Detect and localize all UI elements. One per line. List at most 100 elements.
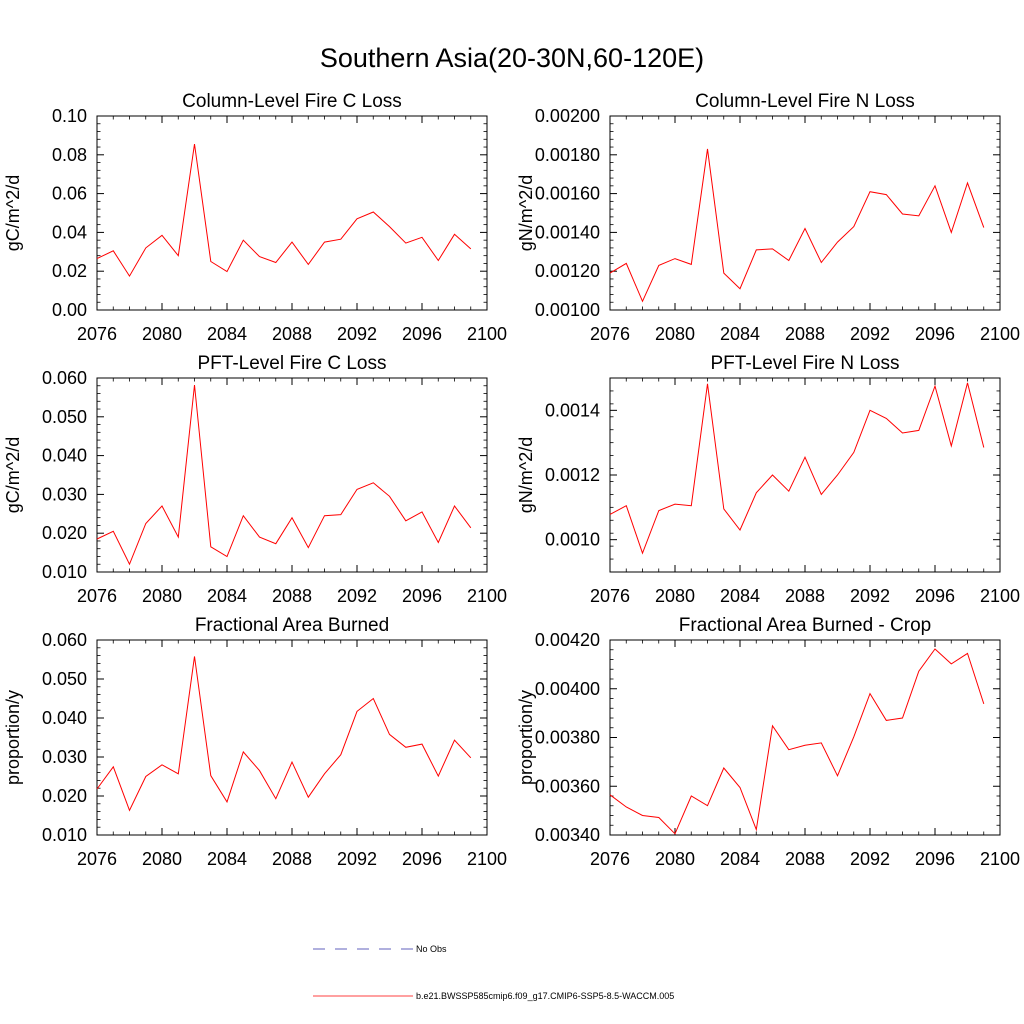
- chart-panel-6: Fractional Area Burned - Crop proportion/…: [516, 615, 1020, 869]
- x-tick-label: 2076: [77, 586, 117, 606]
- x-tick-label: 2076: [77, 324, 117, 344]
- legend: No Obs b.e21.BWSSP585cmip6.f09_g17.CMIP6…: [313, 944, 674, 1001]
- y-tick-label: 0.060: [42, 630, 87, 650]
- x-tick-label: 2100: [980, 324, 1020, 344]
- x-tick-label: 2096: [402, 849, 442, 869]
- series-line-1: [96, 656, 472, 812]
- y-axis-label: gC/m^2/d: [3, 437, 23, 513]
- y-tick-label: 0.050: [42, 669, 87, 689]
- x-tick-label: 2096: [915, 586, 955, 606]
- y-tick-label: 0.00200: [535, 106, 600, 126]
- x-tick-label: 2084: [720, 324, 760, 344]
- y-tick-label: 0.040: [42, 708, 87, 728]
- x-tick-label: 2084: [207, 849, 247, 869]
- figure-title: Southern Asia(20-30N,60-120E): [320, 43, 704, 73]
- y-tick-label: 0.00360: [535, 776, 600, 796]
- x-tick-label: 2092: [337, 849, 377, 869]
- panel-title: PFT-Level Fire N Loss: [711, 353, 900, 374]
- panel-title: Fractional Area Burned - Crop: [679, 615, 931, 636]
- x-tick-label: 2088: [272, 324, 312, 344]
- x-tick-label: 2084: [207, 324, 247, 344]
- y-tick-label: 0.00120: [535, 261, 600, 281]
- x-tick-label: 2076: [590, 849, 630, 869]
- x-tick-label: 2084: [720, 586, 760, 606]
- y-tick-label: 0.0010: [545, 530, 600, 550]
- x-tick-label: 2100: [980, 849, 1020, 869]
- x-tick-label: 2080: [142, 586, 182, 606]
- x-tick-label: 2084: [720, 849, 760, 869]
- y-axis-label: gN/m^2/d: [516, 437, 536, 513]
- x-tick-label: 2088: [272, 849, 312, 869]
- plot-frame: [96, 639, 488, 836]
- x-tick-label: 2080: [655, 324, 695, 344]
- x-tick-label: 2092: [337, 586, 377, 606]
- x-tick-label: 2096: [915, 849, 955, 869]
- chart-panel-3: PFT-Level Fire C Loss gC/m^2/d 2076 2080 208…: [3, 353, 507, 606]
- y-tick-label: 0.00400: [535, 679, 600, 699]
- panel-title: Column-Level Fire C Loss: [182, 91, 402, 112]
- chart-panel-1: Column-Level Fire C Loss gC/m^2/d 2076 2080…: [3, 91, 507, 344]
- plot-frame: [609, 639, 1001, 836]
- series-line-1: [96, 384, 472, 566]
- panel-title: PFT-Level Fire C Loss: [198, 353, 387, 374]
- legend-label-model: b.e21.BWSSP585cmip6.f09_g17.CMIP6-SSP5-8…: [416, 991, 674, 1001]
- y-tick-label: 0.060: [42, 368, 87, 388]
- x-tick-label: 2092: [337, 324, 377, 344]
- y-axis-label: gC/m^2/d: [3, 175, 23, 251]
- x-tick-label: 2100: [467, 849, 507, 869]
- x-tick-label: 2088: [272, 586, 312, 606]
- plot-frame: [96, 115, 488, 311]
- x-tick-label: 2080: [655, 849, 695, 869]
- y-tick-label: 0.00160: [535, 184, 600, 204]
- y-tick-label: 0.010: [42, 562, 87, 582]
- y-tick-label: 0.010: [42, 825, 87, 845]
- series-line-1: [609, 382, 985, 555]
- y-tick-label: 0.050: [42, 407, 87, 427]
- x-tick-label: 2088: [785, 849, 825, 869]
- y-axis-label: gN/m^2/d: [516, 175, 536, 251]
- x-tick-label: 2096: [402, 324, 442, 344]
- y-tick-label: 0.0012: [545, 465, 600, 485]
- plot-frame: [609, 377, 1001, 573]
- chart-panel-4: PFT-Level Fire N Loss gN/m^2/d 2076 2080 208…: [516, 353, 1020, 606]
- y-tick-label: 0.00100: [535, 300, 600, 320]
- x-tick-label: 2080: [655, 586, 695, 606]
- y-tick-label: 0.00140: [535, 222, 600, 242]
- x-tick-label: 2100: [467, 586, 507, 606]
- x-tick-label: 2076: [77, 849, 117, 869]
- y-tick-label: 0.06: [52, 184, 87, 204]
- panel-title: Column-Level Fire N Loss: [695, 91, 915, 112]
- y-tick-label: 0.00380: [535, 728, 600, 748]
- legend-label-no-obs: No Obs: [416, 944, 447, 954]
- x-tick-label: 2088: [785, 324, 825, 344]
- y-tick-label: 0.00420: [535, 630, 600, 650]
- y-tick-label: 0.00340: [535, 825, 600, 845]
- plot-frame: [96, 377, 488, 573]
- y-tick-label: 0.030: [42, 747, 87, 767]
- x-tick-label: 2080: [142, 849, 182, 869]
- series-line-1: [96, 144, 472, 278]
- y-axis-label: proportion/y: [3, 690, 23, 785]
- y-tick-label: 0.020: [42, 786, 87, 806]
- y-tick-label: 0.030: [42, 484, 87, 504]
- y-tick-label: 0.10: [52, 106, 87, 126]
- y-tick-label: 0.08: [52, 145, 87, 165]
- x-tick-label: 2096: [402, 586, 442, 606]
- x-tick-label: 2096: [915, 324, 955, 344]
- y-tick-label: 0.0014: [545, 400, 600, 420]
- x-tick-label: 2076: [590, 586, 630, 606]
- x-tick-label: 2092: [850, 849, 890, 869]
- series-line-1: [609, 648, 985, 835]
- x-tick-label: 2076: [590, 324, 630, 344]
- y-tick-label: 0.02: [52, 261, 87, 281]
- x-tick-label: 2080: [142, 324, 182, 344]
- x-tick-label: 2100: [467, 324, 507, 344]
- y-tick-label: 0.00180: [535, 145, 600, 165]
- chart-panels: Column-Level Fire C Loss gC/m^2/d 2076 2080…: [3, 91, 1020, 869]
- x-tick-label: 2092: [850, 324, 890, 344]
- y-axis-label: proportion/y: [516, 690, 536, 785]
- series-line-1: [609, 148, 985, 303]
- y-tick-label: 0.020: [42, 523, 87, 543]
- x-tick-label: 2088: [785, 586, 825, 606]
